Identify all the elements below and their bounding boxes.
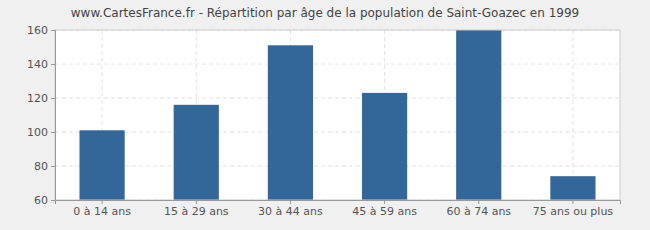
tick: 75 ans ou plus <box>533 200 614 218</box>
tick-label: 120 <box>27 92 48 105</box>
tick: 140 <box>27 58 55 71</box>
tick-mark <box>102 200 103 204</box>
tick-label: 80 <box>34 160 48 173</box>
grid <box>55 30 620 200</box>
tick: 100 <box>27 126 55 139</box>
tick-label: 45 à 59 ans <box>352 205 417 218</box>
tick: 15 à 29 ans <box>164 200 229 218</box>
tick: 30 à 44 ans <box>258 200 323 218</box>
tick-mark <box>51 200 55 201</box>
tick-mark <box>51 30 55 31</box>
tick-mark <box>51 166 55 167</box>
grid-line <box>55 166 620 167</box>
bar <box>550 176 595 200</box>
tick: 60 <box>34 194 55 207</box>
bar <box>268 45 313 200</box>
tick: 60 à 74 ans <box>446 200 511 218</box>
bar <box>79 130 124 200</box>
axis-line <box>51 31 56 201</box>
plot-area <box>55 30 620 200</box>
tick-label: 100 <box>27 126 48 139</box>
title: www.CartesFrance.fr - Répartition par âg… <box>71 6 579 20</box>
tick-label: 160 <box>27 24 48 37</box>
tick-label: 30 à 44 ans <box>258 205 323 218</box>
tick: 160 <box>27 24 55 37</box>
chart: www.CartesFrance.fr - Répartition par âg… <box>0 0 650 230</box>
x-axis: 0 à 14 ans 15 à 29 ans 30 à 44 ans 45 à 59 … <box>56 200 621 218</box>
tick-label: 140 <box>27 58 48 71</box>
grid-line <box>55 98 620 99</box>
background <box>0 0 650 230</box>
tick-mark <box>51 98 55 99</box>
bar <box>362 93 407 200</box>
grid-line <box>55 64 620 65</box>
bar <box>174 105 219 200</box>
grid-line <box>572 30 573 200</box>
tick-mark <box>51 64 55 65</box>
tick: 80 <box>34 160 55 173</box>
tick-mark <box>572 200 573 204</box>
plot-frame <box>55 30 620 200</box>
bars <box>79 30 595 200</box>
plot: 60 80 100 120 140 160 0 à 14 ans 15 à 29 ans 30 … <box>27 24 621 218</box>
tick-label: 60 <box>34 194 48 207</box>
tick-mark <box>196 200 197 204</box>
tick-mark <box>384 200 385 204</box>
bar <box>456 30 501 200</box>
tick-mark <box>478 200 479 204</box>
y-axis: 60 80 100 120 140 160 <box>27 24 56 207</box>
tick-mark <box>290 200 291 204</box>
tick-mark <box>51 132 55 133</box>
tick-label: 15 à 29 ans <box>164 205 229 218</box>
tick: 45 à 59 ans <box>352 200 417 218</box>
axis-line <box>56 201 621 205</box>
tick-label: 60 à 74 ans <box>446 205 511 218</box>
tick: 0 à 14 ans <box>73 200 131 218</box>
tick: 120 <box>27 92 55 105</box>
grid-line <box>55 132 620 133</box>
tick-label: 75 ans ou plus <box>533 205 614 218</box>
tick-label: 0 à 14 ans <box>73 205 131 218</box>
